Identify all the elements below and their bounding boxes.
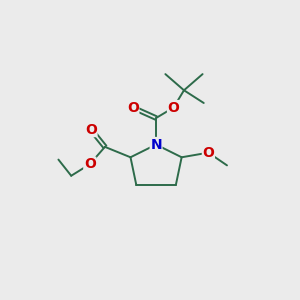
Text: O: O bbox=[127, 100, 139, 115]
Text: O: O bbox=[202, 146, 214, 160]
Text: N: N bbox=[150, 138, 162, 152]
Text: O: O bbox=[85, 123, 97, 136]
Text: O: O bbox=[84, 157, 96, 171]
Text: O: O bbox=[168, 100, 179, 115]
